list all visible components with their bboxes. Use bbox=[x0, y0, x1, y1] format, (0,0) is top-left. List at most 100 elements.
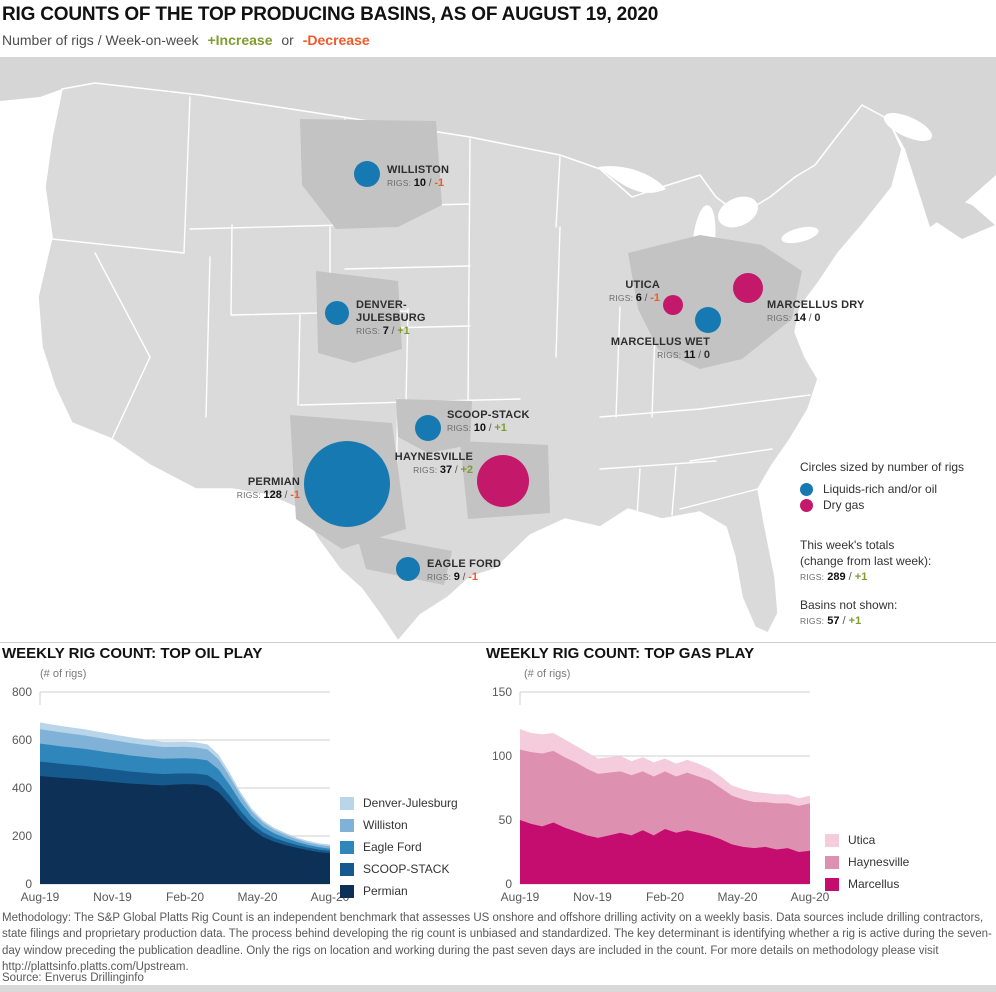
basin-label-denver-julesburg: DENVER-JULESBURG bbox=[356, 299, 426, 324]
x-tick-label: May-20 bbox=[717, 890, 757, 904]
y-tick-label: 600 bbox=[12, 733, 32, 747]
header: RIG COUNTS OF THE TOP PRODUCING BASINS, … bbox=[2, 4, 658, 48]
basin-circle-marcellus-dry bbox=[733, 273, 763, 303]
not-shown-line1: Basins not shown: bbox=[800, 598, 898, 612]
or-label: or bbox=[281, 32, 294, 48]
methodology-text: Methodology: The S&P Global Platts Rig C… bbox=[2, 912, 992, 973]
legend-swatch-icon bbox=[825, 855, 839, 869]
sizing-note: Circles sized by number of rigs bbox=[800, 460, 965, 474]
lake-superior bbox=[598, 166, 666, 193]
basins-not-shown: Basins not shown: RIGS: 57 / +1 bbox=[800, 597, 992, 629]
legend-oil-label: Liquids-rich and/or oil bbox=[823, 482, 938, 496]
basin-region-denver-julesburg bbox=[316, 271, 402, 363]
x-tick-label: Aug-20 bbox=[311, 890, 350, 904]
x-tick-label: Aug-19 bbox=[21, 890, 60, 904]
legend-item-permian: Permian bbox=[340, 880, 458, 902]
lake-huron bbox=[717, 196, 759, 228]
legend-label: SCOOP-STACK bbox=[363, 862, 450, 876]
legend-label: Eagle Ford bbox=[363, 840, 422, 854]
basin-circle-denver-julesburg bbox=[325, 301, 349, 325]
not-shown-rigs-value: 57 bbox=[827, 615, 840, 627]
gas-chart-legend: Utica Haynesville Marcellus bbox=[825, 829, 909, 895]
basin-rigs-marcellus-wet: RIGS: 11 / 0 bbox=[657, 349, 710, 361]
basin-circle-marcellus-wet bbox=[695, 307, 721, 333]
gas-dot-icon bbox=[800, 498, 813, 512]
totals-rigs-value: 289 bbox=[827, 571, 846, 583]
map-legend: Circles sized by number of rigs Liquids-… bbox=[800, 460, 992, 629]
y-tick-label: 0 bbox=[505, 877, 512, 891]
page-title: RIG COUNTS OF THE TOP PRODUCING BASINS, … bbox=[2, 4, 659, 25]
basin-rigs-marcellus-dry: RIGS: 14 / 0 bbox=[767, 312, 820, 324]
legend-item-marcellus: Marcellus bbox=[825, 873, 909, 895]
basin-label-marcellus-dry: MARCELLUS DRY bbox=[767, 299, 865, 311]
x-tick-label: Feb-20 bbox=[646, 890, 684, 904]
x-tick-label: Aug-19 bbox=[501, 890, 540, 904]
basin-region-appalachia bbox=[628, 235, 802, 369]
oil-dot-icon bbox=[800, 482, 813, 496]
basin-circle-utica bbox=[663, 295, 683, 315]
legend-label: Denver-Julesburg bbox=[363, 796, 458, 810]
legend-item-oil: Liquids-rich and/or oil bbox=[800, 481, 992, 497]
legend-label: Utica bbox=[848, 833, 876, 847]
legend-item-haynesville: Haynesville bbox=[825, 851, 909, 873]
x-tick-label: Feb-20 bbox=[166, 890, 204, 904]
basin-label-utica: UTICA bbox=[625, 279, 660, 291]
x-tick-label: Aug-20 bbox=[791, 890, 830, 904]
increase-key: +Increase bbox=[207, 32, 273, 48]
gas-chart-title: WEEKLY RIG COUNT: TOP GAS PLAY bbox=[486, 645, 755, 662]
basin-label-williston: WILLISTON bbox=[387, 164, 449, 176]
basin-rigs-eagle-ford: RIGS: 9 / -1 bbox=[427, 571, 478, 583]
basin-rigs-scoop-stack: RIGS: 10 / +1 bbox=[447, 422, 507, 434]
y-tick-label: 400 bbox=[12, 781, 32, 795]
basin-rigs-utica: RIGS: 6 / -1 bbox=[609, 292, 660, 304]
subtitle: Number of rigs / Week-on-week +Increase … bbox=[2, 32, 658, 48]
totals-line1: This week's totals bbox=[800, 538, 895, 552]
legend-item-denver-julesburg: Denver-Julesburg bbox=[340, 792, 458, 814]
legend-gas-label: Dry gas bbox=[823, 498, 865, 512]
lake-ontario bbox=[781, 226, 819, 244]
legend-label: Permian bbox=[363, 884, 408, 898]
x-tick-label: Nov-19 bbox=[573, 890, 612, 904]
basin-rigs-haynesville: RIGS: 37 / +2 bbox=[413, 464, 473, 476]
legend-item-utica: Utica bbox=[825, 829, 909, 851]
legend-swatch-icon bbox=[340, 840, 354, 854]
legend-item-gas: Dry gas bbox=[800, 497, 992, 513]
series-area-marcellus bbox=[520, 820, 810, 884]
legend-item-williston: Williston bbox=[340, 814, 458, 836]
legend-label: Marcellus bbox=[848, 877, 900, 891]
basin-circle-eagle-ford bbox=[396, 557, 420, 581]
series-area-permian bbox=[40, 776, 330, 884]
legend-item-scoop-stack: SCOOP-STACK bbox=[340, 858, 458, 880]
nova-scotia bbox=[918, 185, 995, 239]
legend-swatch-icon bbox=[340, 818, 354, 832]
legend-label: Haynesville bbox=[848, 855, 910, 869]
legend-swatch-icon bbox=[825, 877, 839, 891]
section-divider bbox=[0, 642, 996, 643]
not-shown-change: +1 bbox=[848, 615, 862, 627]
source-text: Source: Enverus Drillinginfo bbox=[2, 972, 144, 984]
y-tick-label: 50 bbox=[499, 813, 513, 827]
y-tick-label: 200 bbox=[12, 829, 32, 843]
gulf-st-lawrence bbox=[883, 113, 933, 141]
basin-rigs-permian: RIGS: 128 / -1 bbox=[237, 489, 300, 501]
gas-axis-note: (# of rigs) bbox=[524, 668, 571, 680]
totals-line2: (change from last week): bbox=[800, 554, 932, 568]
legend-swatch-icon bbox=[340, 796, 354, 810]
legend-item-eagle-ford: Eagle Ford bbox=[340, 836, 458, 858]
legend-swatch-icon bbox=[825, 833, 839, 847]
legend-swatch-icon bbox=[340, 862, 354, 876]
weekly-totals: This week's totals (change from last wee… bbox=[800, 537, 992, 585]
y-tick-label: 800 bbox=[12, 685, 32, 699]
x-tick-label: Nov-19 bbox=[93, 890, 132, 904]
